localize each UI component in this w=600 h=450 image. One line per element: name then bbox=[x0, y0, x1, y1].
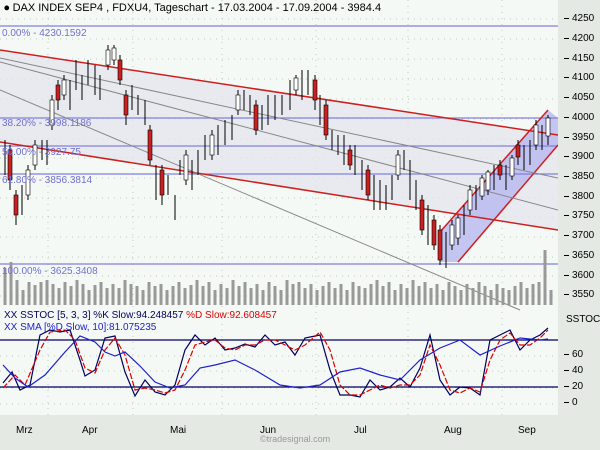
price-tick: 3850 bbox=[564, 171, 594, 182]
osc-tick: 40 bbox=[564, 365, 583, 376]
chart-title: ⦁ DAX INDEX SEP4 , FDXU4, Tageschart - 1… bbox=[4, 2, 382, 14]
price-tick: 3950 bbox=[564, 132, 594, 143]
price-tick: 4200 bbox=[564, 33, 594, 44]
price-tick: 3550 bbox=[564, 289, 594, 300]
price-tick: 3600 bbox=[564, 270, 594, 281]
price-tick: 3900 bbox=[564, 151, 594, 162]
fib-label-100: 100.00% - 3625.3408 bbox=[2, 266, 98, 277]
fib-label-618: 61.80% - 3856.3814 bbox=[2, 175, 93, 186]
price-tick: 4050 bbox=[564, 92, 594, 103]
month-label: Jul bbox=[354, 425, 367, 436]
osc-tick: 20 bbox=[564, 381, 583, 392]
chart-canvas bbox=[0, 0, 559, 415]
oscillator-panel-label: SSTOC bbox=[566, 314, 600, 325]
month-label: Apr bbox=[82, 425, 98, 436]
osc-tick: 0 bbox=[564, 397, 578, 408]
chart-plot-area[interactable] bbox=[0, 0, 559, 415]
price-tick: 4250 bbox=[564, 13, 594, 24]
legend-sstoc-d: %D Slow:92.608457 bbox=[186, 310, 277, 321]
legend-sma: XX SMA [%D Slow, 10]:81.075235 bbox=[4, 322, 157, 333]
osc-tick: 60 bbox=[564, 349, 583, 360]
price-tick: 4000 bbox=[564, 112, 594, 123]
month-label: Mai bbox=[170, 425, 187, 436]
price-tick: 3650 bbox=[564, 250, 594, 261]
credit-text: ©tradesignal.com bbox=[260, 434, 331, 444]
price-tick: 3750 bbox=[564, 210, 594, 221]
fib-label-0: 0.00% - 4230.1592 bbox=[2, 28, 87, 39]
price-tick: 4150 bbox=[564, 53, 594, 64]
price-tick: 3700 bbox=[564, 230, 594, 241]
legend-sstoc: XX SSTOC [5, 3, 3] %K Slow:94.248457 %D … bbox=[4, 310, 277, 321]
candlestick-icon: ⦁ bbox=[4, 2, 10, 14]
month-label: Aug bbox=[444, 425, 462, 436]
month-label: Mrz bbox=[16, 425, 33, 436]
price-tick: 3800 bbox=[564, 191, 594, 202]
fib-label-50: 50.00% - 3927.75 bbox=[2, 147, 81, 158]
price-tick: 4100 bbox=[564, 72, 594, 83]
month-label: Jun bbox=[260, 425, 277, 436]
fib-label-382: 38.20% - 3998.1186 bbox=[2, 118, 92, 129]
month-label: Sep bbox=[518, 425, 536, 436]
